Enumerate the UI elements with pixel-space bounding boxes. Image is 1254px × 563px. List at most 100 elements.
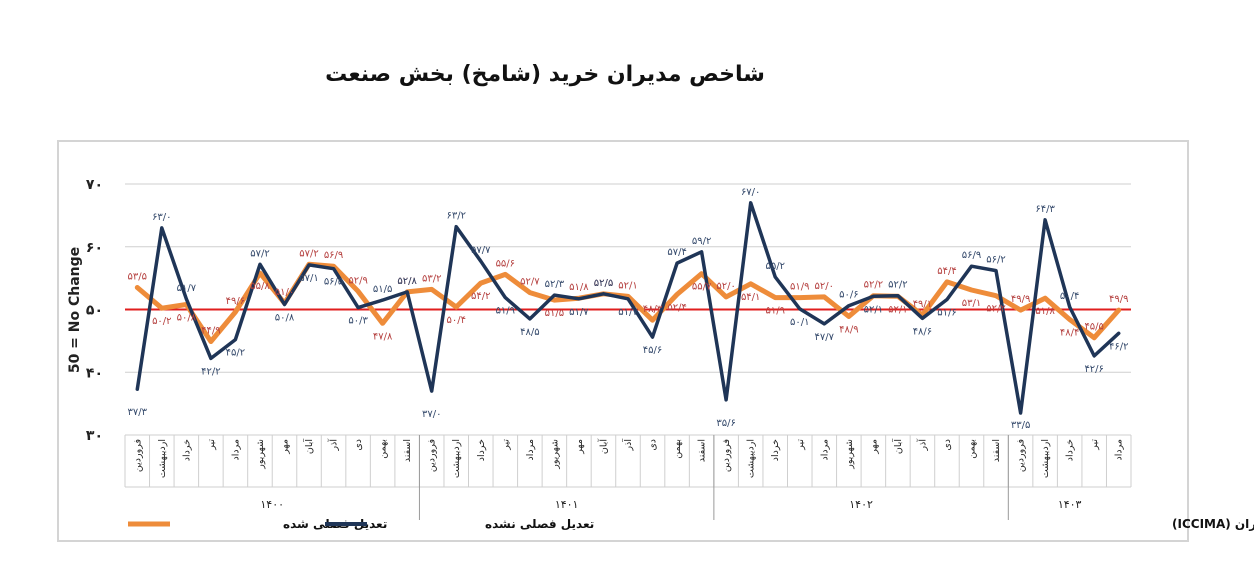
- y-tick-label: ۷۰: [86, 177, 103, 193]
- data-label: ۵۱/۹: [496, 306, 515, 317]
- x-tick-label: مهر: [279, 439, 290, 455]
- data-label: ۳۳/۵: [1011, 420, 1030, 431]
- x-tick-label: دی: [648, 439, 659, 451]
- data-label: ۶۳/۲: [447, 211, 466, 222]
- data-label: ۵۲/۲: [888, 280, 907, 291]
- year-label: ۱۴۰۰: [260, 498, 284, 511]
- data-label: ۵۱/۹: [790, 282, 809, 293]
- legend-label-not-seasonally-adjusted: تعدیل فصلی نشده: [485, 517, 594, 531]
- data-label: ۵۳/۱: [962, 298, 981, 309]
- data-label: ۴۹/۹: [1109, 294, 1128, 305]
- x-tick-label: خرداد: [476, 439, 487, 461]
- data-label: ۵۰/۴: [1060, 291, 1079, 302]
- x-tick-label: آذر: [915, 439, 928, 452]
- chart-title: شاخص مدیران خرید (شامخ) بخش صنعت: [325, 62, 765, 87]
- data-label: ۵۹/۲: [692, 236, 711, 247]
- data-label: ۵۲/۵: [594, 278, 613, 289]
- data-label: ۵۱/۶: [937, 307, 956, 318]
- x-tick-label: فروردین: [427, 439, 438, 472]
- x-tick-label: آبان: [302, 439, 315, 455]
- data-label: ۵۷/۱: [299, 273, 318, 284]
- source-note: منبع: اتاق بازرگانی، صنایع، معادن و کشاو…: [1172, 517, 1254, 532]
- x-tick-label: اردیبهشت: [157, 439, 168, 478]
- x-tick-label: آذر: [327, 439, 340, 452]
- x-tick-label: شهریور: [549, 439, 560, 470]
- data-label: ۵۲/۴: [667, 302, 686, 313]
- data-label: ۵۲/۰: [815, 281, 834, 292]
- x-tick-label: فروردین: [132, 439, 143, 472]
- data-labels: ۵۳/۵ ۵۰/۲ ۵۰/۸ ۴۴/۹ ۴۹/۶ ۵۵/۸ ۵۱/۰ ۵۷/۲ ۵۶/۹ ۵۲/۹…: [128, 187, 1129, 431]
- x-tick-label: دی: [353, 439, 364, 451]
- data-label: ۵۴/۲: [471, 291, 490, 302]
- data-label: ۳۷/۰: [422, 409, 441, 420]
- data-label: ۵۱/۰: [275, 287, 294, 298]
- data-label: ۵۲/۰: [716, 281, 735, 292]
- data-label: ۵۲/۳: [545, 279, 565, 290]
- data-label: ۵۱/۵: [545, 308, 564, 319]
- data-label: ۶۴/۳: [1035, 204, 1055, 215]
- data-label: ۵۷/۴: [667, 247, 686, 258]
- x-tick-label: اردیبهشت: [746, 439, 757, 478]
- data-label: ۵۱/۸: [569, 282, 589, 293]
- data-label: ۵۰/۳: [348, 316, 368, 327]
- data-label: ۵۶/۹: [962, 250, 981, 261]
- gridlines: [125, 183, 1131, 373]
- x-tick-label: شهریور: [844, 439, 855, 470]
- x-tick-label: آبان: [891, 439, 904, 455]
- y-tick-label: ۵۰: [86, 303, 103, 319]
- data-label: ۴۷/۷: [815, 332, 835, 343]
- x-tick-label: خرداد: [1065, 439, 1076, 461]
- y-axis: ۳۰ ۴۰ ۵۰ ۶۰ ۷۰: [86, 177, 103, 444]
- data-label: ۵۲/۱: [618, 280, 637, 291]
- data-label: ۴۸/۹: [839, 324, 858, 335]
- series-lines: [134, 201, 1122, 415]
- data-label: ۵۲/۲: [986, 304, 1005, 315]
- data-label: ۵۱/۷: [177, 283, 197, 294]
- data-label: ۵۰/۲: [152, 316, 171, 327]
- x-tick-label: مهر: [868, 439, 879, 455]
- data-label: ۴۵/۲: [226, 348, 245, 359]
- data-label: ۴۴/۹: [201, 326, 220, 337]
- data-label: ۵۳/۲: [422, 273, 441, 284]
- data-label: ۵۵/۷: [692, 282, 712, 293]
- data-label: ۵۰/۶: [839, 290, 858, 301]
- year-label: ۱۴۰۱: [555, 498, 579, 511]
- data-label: ۴۹/۹: [1011, 294, 1030, 305]
- data-label: ۴۸/۶: [913, 326, 932, 337]
- x-tick-label: خرداد: [181, 439, 192, 461]
- x-tick-label: آذر: [621, 439, 634, 452]
- data-label: ۴۹/۶: [226, 296, 245, 307]
- x-tick-label: اردیبهشت: [1040, 439, 1051, 478]
- data-label: ۴۶/۲: [1109, 341, 1128, 352]
- data-label: ۵۲/۷: [520, 277, 540, 288]
- data-label: ۵۵/۲: [765, 261, 784, 272]
- data-label: ۵۷/۲: [250, 248, 269, 259]
- data-label: ۵۰/۸: [177, 312, 197, 323]
- data-label: ۵۰/۸: [275, 312, 295, 323]
- data-label: ۳۷/۳: [128, 407, 148, 418]
- x-tick-label: آبان: [596, 439, 609, 455]
- data-label: ۵۵/۸: [250, 281, 270, 292]
- y-tick-label: ۶۰: [86, 240, 103, 256]
- data-label: ۴۸/۴: [1060, 328, 1079, 339]
- x-axis: فروردین اردیبهشت خرداد تیر مرداد شهریور مهر آبا…: [124, 434, 1132, 520]
- x-tick-label: خرداد: [770, 439, 781, 461]
- year-label: ۱۴۰۲: [849, 498, 873, 511]
- x-tick-label: مرداد: [230, 439, 241, 460]
- not-seasonally-adjusted-line: [135, 201, 1121, 415]
- chart-frame: [57, 140, 1189, 542]
- data-label: ۵۳/۵: [128, 272, 147, 283]
- x-tick-label: اسفند: [991, 439, 1002, 462]
- data-label: ۵۰/۴: [447, 315, 466, 326]
- data-label: ۵۲/۸: [397, 276, 417, 287]
- x-tick-label: تیر: [1089, 439, 1100, 451]
- data-label: ۴۸/۵: [520, 327, 539, 338]
- data-label: ۵۱/۵: [373, 284, 392, 295]
- year-label: ۱۴۰۳: [1058, 498, 1082, 511]
- data-label: ۵۱/۷: [569, 307, 589, 318]
- y-axis-label: 50 = No Change: [67, 247, 83, 373]
- data-label: ۴۵/۶: [643, 345, 662, 356]
- data-label: ۵۲/۸: [397, 276, 417, 287]
- x-tick-label: مرداد: [1114, 439, 1125, 460]
